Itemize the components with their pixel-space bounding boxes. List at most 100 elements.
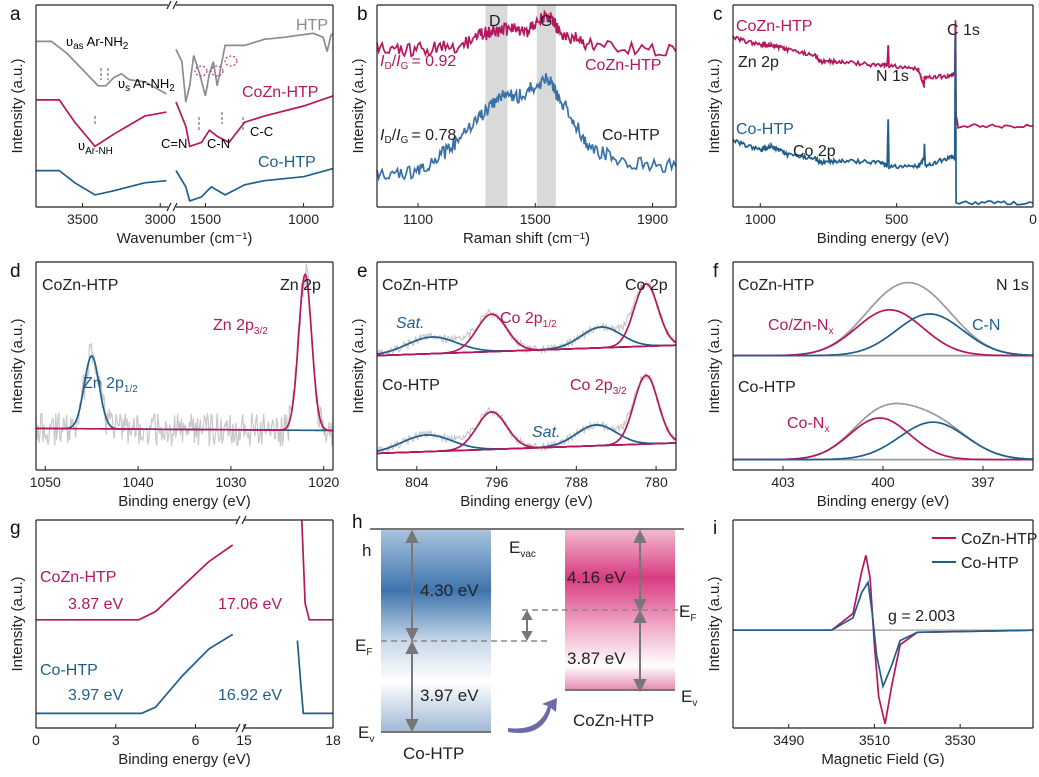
label-g-value: g = 2.003: [888, 608, 955, 625]
co-htp-band: [381, 530, 491, 732]
x-tick-label: 3000: [145, 211, 176, 227]
series-co-htp: [732, 34, 1034, 206]
panel-letter-i: i: [713, 518, 717, 539]
label-cozn-htp: CoZn-HTP: [736, 18, 812, 35]
label-cozn-htp: CoZn-HTP: [242, 84, 318, 101]
panel-letter-c: c: [713, 4, 723, 25]
series-zn-2p3-2: [36, 272, 334, 432]
band-diagram: h 4.30 eV 3.97 eV 4.16 eV 3.87 eV Evac E…: [355, 528, 697, 763]
label-g-band: G: [540, 13, 552, 30]
chart-d: 1050 1040 1030 1020 Binding energy (eV) Inten…: [9, 261, 339, 510]
x-tick-label: 403: [771, 474, 795, 490]
axis-break-icon: [166, 202, 178, 212]
x-tick-label: 788: [565, 474, 589, 490]
panel-b-annotations: D G ID/IG = 0.92 ID/IG = 0.78 CoZn-HTP Co-…: [380, 13, 661, 146]
chart-e: 804 796 788 780 Binding energy (eV) Intensity…: [350, 261, 677, 510]
x-tick-label: 1050: [30, 474, 61, 490]
chart-a: 3500 3000 1500 1000 Wavenumber (cm⁻¹) Intensi…: [9, 0, 334, 247]
label-vas-ar-nh2: υas Ar-NH2: [66, 34, 129, 52]
label-id-ig-co: ID/IG = 0.78: [380, 127, 456, 146]
label-sat: Sat.: [396, 315, 424, 332]
label-co-htp: Co-HTP: [738, 379, 796, 396]
series-c-n: [733, 313, 1034, 357]
x-tick-label: 500: [885, 211, 909, 227]
series-cozn-htp: [732, 20, 1034, 129]
x-tick-label: 3510: [859, 732, 890, 748]
label-h: h: [362, 541, 371, 560]
series-cozn-htp: [36, 519, 333, 621]
x-tick-label: 796: [485, 474, 509, 490]
label-c-c: C-C: [250, 124, 273, 139]
x-tick-label: 3490: [773, 732, 804, 748]
x-tick-label: 3530: [945, 732, 976, 748]
label-zn-2p32: Zn 2p3/2: [213, 317, 268, 337]
series-cozn-2p1-2: [377, 313, 676, 357]
series-co-htp: [36, 167, 334, 202]
series-co-htp: [733, 579, 1034, 690]
panel-d-annotations: CoZn-HTP Zn 2p Zn 2p1/2 Zn 2p3/2: [42, 277, 321, 395]
panel-letter-g: g: [10, 518, 21, 539]
panel-letter-b: b: [357, 4, 368, 25]
x-tick-label: 6: [192, 732, 200, 748]
chart-f: 403 400 397 Binding energy (eV) Intensity (a…: [706, 261, 1034, 510]
chart-b: 1100 1500 1900 Raman shift (cm⁻¹) Intensity …: [350, 4, 677, 247]
label-d-band: D: [489, 13, 501, 30]
label-co-vb: 3.97 eV: [420, 686, 479, 705]
y-axis-label: Intensity (a.u.): [706, 576, 723, 671]
series-cozn-htp: [376, 9, 677, 58]
band-G: [536, 5, 556, 207]
x-tick-label: 1030: [215, 474, 246, 490]
panel-a-annotations: HTP CoZn-HTP Co-HTP υas Ar-NH2 υs Ar-NH2 υ…: [66, 17, 328, 171]
label-co-htp: Co-HTP: [382, 377, 440, 394]
chart-c: 1000 500 0 Binding energy (eV) Intensity (a.…: [706, 4, 1037, 247]
panel-i-annotations: CoZn-HTP Co-HTP g = 2.003: [888, 531, 1037, 625]
x-axis-label: Raman shift (cm⁻¹): [463, 230, 590, 247]
y-axis-label: Intensity (a.u.): [350, 318, 367, 413]
label-co-vb: 3.97 eV: [68, 687, 123, 704]
label-co-htp: Co-HTP: [602, 127, 660, 144]
label-ef-cozn: EF: [679, 602, 696, 624]
label-c-n: C-N: [207, 136, 230, 151]
label-co-htp: Co-HTP: [40, 662, 98, 679]
arrow-icon: [508, 698, 557, 733]
x-tick-label: 780: [644, 474, 668, 490]
legend-cozn-htp: CoZn-HTP: [961, 531, 1037, 548]
x-axis-label: Binding energy (eV): [817, 493, 950, 510]
x-axis-label: Magnetic Field (G): [821, 751, 944, 768]
y-axis-label: Intensity (a.u.): [350, 58, 367, 153]
label-region: N 1s: [996, 277, 1029, 294]
x-axis-label: Binding energy (eV): [118, 751, 251, 768]
panel-e-annotations: CoZn-HTP Co 2p Sat. Co 2p1/2 Co-HTP Co 2…: [382, 277, 668, 441]
series-co-envelope: [733, 402, 1034, 461]
label-cozn-work-function: 4.16 eV: [567, 568, 626, 587]
label-c-double-n: C=N: [161, 136, 187, 151]
panel-letter-e: e: [357, 261, 368, 282]
x-axis-label: Binding energy (eV): [118, 493, 251, 510]
x-tick-label: 397: [971, 474, 995, 490]
legend-co-htp: Co-HTP: [961, 555, 1019, 572]
label-cozn-vb: 3.87 eV: [68, 596, 123, 613]
label-region: Zn 2p: [280, 277, 321, 294]
series-co-raw: [376, 371, 677, 454]
y-axis-label: Intensity (a.u.): [9, 576, 26, 671]
series-co-htp: [36, 633, 333, 715]
label-co-2p12: Co 2p1/2: [500, 310, 557, 330]
x-axis-label: Binding energy (eV): [460, 493, 593, 510]
panel-g-annotations: CoZn-HTP 3.87 eV 17.06 eV Co-HTP 3.97 eV…: [40, 569, 282, 704]
label-cozn-vb: 3.87 eV: [567, 649, 626, 668]
label-evac: Evac: [509, 538, 536, 560]
x-tick-label: 0: [1029, 211, 1037, 227]
label-n1s: N 1s: [876, 68, 909, 85]
x-tick-label: 1000: [745, 211, 776, 227]
label-zn-2p12: Zn 2p1/2: [83, 375, 138, 395]
x-tick-label: 0: [32, 732, 40, 748]
y-axis-label: Intensity (a.u.): [706, 58, 723, 153]
chart-g: 0 3 6 15 18 Binding energy (eV) Intensity (a.u…: [9, 515, 341, 768]
x-tick-label: 1500: [520, 211, 551, 227]
label-v-ar-nh: υAr-NH: [78, 138, 113, 157]
label-vs-ar-nh2: υs Ar-NH2: [118, 76, 175, 94]
label-ef-co: EF: [355, 636, 372, 658]
label-ev-cozn: Ev: [681, 687, 697, 709]
